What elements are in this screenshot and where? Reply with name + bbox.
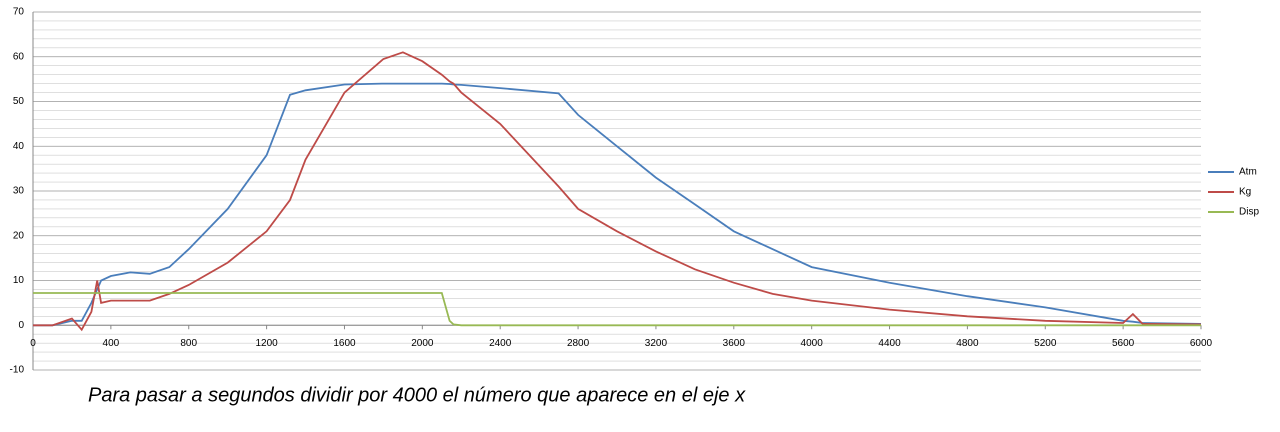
legend-label: Atm (1239, 167, 1257, 178)
x-tick-label: 2400 (489, 338, 512, 349)
x-tick-label: 4000 (801, 338, 824, 349)
y-tick-label: 40 (13, 141, 25, 152)
y-tick-label: 20 (13, 230, 25, 241)
x-tick-label: 2000 (411, 338, 434, 349)
series-line (33, 82, 1202, 327)
x-tick-label: 6000 (1190, 338, 1213, 349)
y-tick-label: 60 (13, 51, 25, 62)
x-tick-label: 4400 (878, 338, 901, 349)
x-tick-label: 1200 (255, 338, 278, 349)
x-tick-label: 0 (30, 338, 36, 349)
x-tick-label: 5200 (1034, 338, 1057, 349)
x-tick-label: 2800 (567, 338, 590, 349)
x-tick-label: 800 (180, 338, 197, 349)
x-tick-label: 3200 (645, 338, 668, 349)
x-tick-label: 400 (103, 338, 120, 349)
y-tick-label: 10 (13, 275, 25, 286)
series-line (33, 51, 1202, 332)
x-tick-label: 4800 (956, 338, 979, 349)
x-tick-label: 5600 (1112, 338, 1135, 349)
y-tick-label: -10 (10, 365, 25, 376)
y-tick-label: 70 (13, 7, 25, 18)
x-tick-label: 1600 (333, 338, 356, 349)
y-tick-label: 0 (18, 320, 24, 331)
annotation: Para pasar a segundos dividir por 4000 e… (88, 384, 746, 406)
series-line (33, 292, 1201, 327)
legend-label: Disp (1239, 207, 1259, 218)
y-tick-label: 30 (13, 186, 25, 197)
x-tick-label: 3600 (723, 338, 746, 349)
legend-label: Kg (1239, 187, 1251, 198)
y-tick-label: 50 (13, 96, 25, 107)
